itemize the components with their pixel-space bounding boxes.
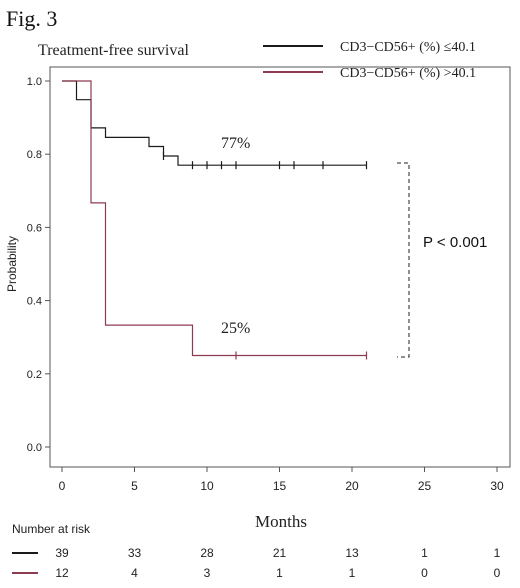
y-axis-label: Probability bbox=[5, 236, 19, 292]
series-1-curve bbox=[62, 80, 367, 357]
risk-cell: 1 bbox=[276, 566, 283, 580]
plot-frame bbox=[49, 66, 511, 468]
survival-curves bbox=[62, 80, 368, 360]
risk-table-title: Number at risk bbox=[12, 522, 91, 536]
risk-cell: 33 bbox=[128, 546, 142, 560]
y-tick-label: 0.6 bbox=[27, 222, 42, 234]
y-tick-label: 0.2 bbox=[27, 369, 42, 381]
series-0-end-label: 77% bbox=[221, 135, 250, 152]
risk-cell: 0 bbox=[494, 566, 501, 580]
legend-label-1: CD3−CD56+ (%) >40.1 bbox=[340, 66, 476, 81]
risk-cell: 4 bbox=[131, 566, 138, 580]
risk-cell: 1 bbox=[349, 566, 356, 580]
series-0-curve bbox=[62, 80, 367, 166]
x-tick-label: 20 bbox=[345, 479, 359, 493]
y-tick-label: 0.4 bbox=[27, 296, 42, 308]
risk-cell: 1 bbox=[494, 546, 501, 560]
x-tick-label: 25 bbox=[418, 479, 432, 493]
x-tick-label: 15 bbox=[273, 479, 287, 493]
x-tick-label: 0 bbox=[59, 479, 66, 493]
risk-table: 39 33 28 21 13 1 1 12 4 3 1 1 0 0 bbox=[12, 546, 501, 580]
y-tick-label: 1.0 bbox=[27, 76, 42, 88]
series-1-end-label: 25% bbox=[221, 320, 250, 337]
pvalue-bracket bbox=[397, 162, 410, 358]
chart-title: Treatment-free survival bbox=[38, 42, 189, 59]
risk-cell: 1 bbox=[421, 546, 428, 560]
risk-cell: 39 bbox=[55, 546, 69, 560]
x-axis: 0 5 10 15 20 25 30 bbox=[59, 467, 504, 493]
x-tick-label: 30 bbox=[490, 479, 504, 493]
risk-cell: 21 bbox=[273, 546, 287, 560]
end-labels: 77% 25% bbox=[221, 135, 250, 337]
figure-label: Fig. 3 bbox=[6, 6, 57, 31]
legend: CD3−CD56+ (%) ≤40.1 CD3−CD56+ (%) >40.1 bbox=[263, 40, 476, 81]
x-axis-label: Months bbox=[255, 512, 307, 531]
x-tick-label: 10 bbox=[200, 479, 214, 493]
risk-cell: 12 bbox=[55, 566, 69, 580]
y-axis: 0.0 0.2 0.4 0.6 0.8 1.0 bbox=[27, 76, 50, 454]
risk-cell: 13 bbox=[345, 546, 359, 560]
y-tick-label: 0.8 bbox=[27, 149, 42, 161]
y-tick-label: 0.0 bbox=[27, 442, 42, 454]
x-tick-label: 5 bbox=[131, 479, 138, 493]
risk-cell: 0 bbox=[421, 566, 428, 580]
risk-cell: 3 bbox=[204, 566, 211, 580]
risk-cell: 28 bbox=[200, 546, 214, 560]
pvalue-text: P < 0.001 bbox=[423, 234, 487, 251]
legend-label-0: CD3−CD56+ (%) ≤40.1 bbox=[340, 40, 476, 55]
